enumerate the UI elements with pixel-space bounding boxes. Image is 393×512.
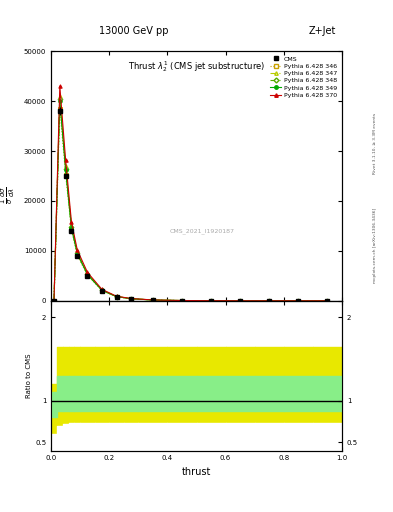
Pythia 6.428 370: [51, 297, 56, 304]
Pythia 6.428 348: [180, 297, 184, 304]
Pythia 6.428 348: [129, 295, 134, 302]
Pythia 6.428 346: [209, 297, 213, 304]
Pythia 6.428 348: [57, 96, 62, 102]
Pythia 6.428 348: [267, 297, 272, 304]
Pythia 6.428 347: [51, 297, 56, 304]
Pythia 6.428 370: [63, 157, 68, 163]
Pythia 6.428 370: [75, 247, 80, 253]
Pythia 6.428 347: [267, 297, 272, 304]
Pythia 6.428 349: [57, 98, 62, 104]
Pythia 6.428 347: [63, 163, 68, 169]
Line: Pythia 6.428 370: Pythia 6.428 370: [52, 84, 329, 303]
Pythia 6.428 346: [180, 297, 184, 304]
Line: Pythia 6.428 347: Pythia 6.428 347: [52, 94, 329, 303]
Y-axis label: Ratio to CMS: Ratio to CMS: [26, 353, 32, 398]
Pythia 6.428 348: [100, 287, 105, 293]
Pythia 6.428 370: [325, 297, 330, 304]
Pythia 6.428 370: [238, 297, 242, 304]
Pythia 6.428 348: [69, 224, 74, 230]
Pythia 6.428 348: [296, 297, 301, 304]
Line: Pythia 6.428 348: Pythia 6.428 348: [52, 97, 329, 303]
Pythia 6.428 346: [151, 297, 155, 303]
Pythia 6.428 349: [100, 287, 105, 293]
Pythia 6.428 370: [267, 297, 272, 304]
Pythia 6.428 370: [180, 297, 184, 304]
Pythia 6.428 347: [114, 293, 119, 300]
Pythia 6.428 347: [151, 297, 155, 303]
Pythia 6.428 347: [209, 297, 213, 304]
Pythia 6.428 346: [75, 252, 80, 259]
Pythia 6.428 347: [129, 295, 134, 302]
Pythia 6.428 348: [51, 297, 56, 304]
Pythia 6.428 349: [63, 167, 68, 173]
Pythia 6.428 347: [85, 271, 90, 277]
Pythia 6.428 347: [100, 287, 105, 293]
Pythia 6.428 370: [100, 286, 105, 292]
Pythia 6.428 349: [51, 297, 56, 304]
Pythia 6.428 347: [296, 297, 301, 304]
Pythia 6.428 370: [209, 297, 213, 304]
Pythia 6.428 349: [114, 293, 119, 300]
Text: CMS_2021_I1920187: CMS_2021_I1920187: [170, 228, 235, 234]
Legend: CMS, Pythia 6.428 346, Pythia 6.428 347, Pythia 6.428 348, Pythia 6.428 349, Pyt: CMS, Pythia 6.428 346, Pythia 6.428 347,…: [268, 54, 339, 100]
Text: Z+Jet: Z+Jet: [309, 26, 336, 36]
Pythia 6.428 349: [75, 250, 80, 257]
Pythia 6.428 370: [85, 269, 90, 275]
X-axis label: thrust: thrust: [182, 467, 211, 477]
Pythia 6.428 348: [325, 297, 330, 304]
Pythia 6.428 346: [267, 297, 272, 304]
Pythia 6.428 346: [63, 172, 68, 178]
Pythia 6.428 348: [238, 297, 242, 304]
Pythia 6.428 346: [85, 272, 90, 279]
Pythia 6.428 370: [129, 295, 134, 302]
Pythia 6.428 346: [114, 294, 119, 300]
Pythia 6.428 348: [85, 271, 90, 278]
Pythia 6.428 349: [85, 271, 90, 278]
Pythia 6.428 347: [238, 297, 242, 304]
Pythia 6.428 370: [296, 297, 301, 304]
Pythia 6.428 346: [51, 297, 56, 304]
Pythia 6.428 347: [75, 249, 80, 255]
Pythia 6.428 348: [151, 297, 155, 303]
Pythia 6.428 346: [238, 297, 242, 304]
Text: mcplots.cern.ch [arXiv:1306.3436]: mcplots.cern.ch [arXiv:1306.3436]: [373, 208, 377, 283]
Pythia 6.428 347: [325, 297, 330, 304]
Pythia 6.428 346: [69, 227, 74, 233]
Pythia 6.428 348: [114, 293, 119, 300]
Pythia 6.428 349: [267, 297, 272, 304]
Pythia 6.428 370: [114, 293, 119, 300]
Pythia 6.428 349: [69, 225, 74, 231]
Pythia 6.428 370: [57, 83, 62, 89]
Text: 13000 GeV pp: 13000 GeV pp: [99, 26, 168, 36]
Text: Thrust $\lambda_2^1$ (CMS jet substructure): Thrust $\lambda_2^1$ (CMS jet substructu…: [128, 59, 265, 74]
Pythia 6.428 346: [296, 297, 301, 304]
Pythia 6.428 346: [100, 288, 105, 294]
Pythia 6.428 347: [57, 93, 62, 99]
Pythia 6.428 348: [63, 165, 68, 172]
Pythia 6.428 349: [296, 297, 301, 304]
Text: Rivet 3.1.10, ≥ 3.3M events: Rivet 3.1.10, ≥ 3.3M events: [373, 113, 377, 174]
Pythia 6.428 349: [180, 297, 184, 304]
Pythia 6.428 349: [325, 297, 330, 304]
Pythia 6.428 346: [325, 297, 330, 304]
Pythia 6.428 349: [209, 297, 213, 304]
Pythia 6.428 370: [69, 219, 74, 225]
Pythia 6.428 349: [129, 295, 134, 302]
Pythia 6.428 347: [180, 297, 184, 304]
Pythia 6.428 346: [129, 296, 134, 302]
Pythia 6.428 346: [57, 105, 62, 112]
Pythia 6.428 347: [69, 222, 74, 228]
Pythia 6.428 370: [151, 297, 155, 303]
Line: Pythia 6.428 349: Pythia 6.428 349: [52, 99, 329, 303]
Text: $\frac{1}{\sigma}\,\frac{d\sigma}{d\lambda}$: $\frac{1}{\sigma}\,\frac{d\sigma}{d\lamb…: [0, 185, 17, 204]
Pythia 6.428 349: [238, 297, 242, 304]
Pythia 6.428 348: [209, 297, 213, 304]
Pythia 6.428 349: [151, 297, 155, 303]
Line: Pythia 6.428 346: Pythia 6.428 346: [52, 107, 329, 303]
Pythia 6.428 348: [75, 250, 80, 256]
